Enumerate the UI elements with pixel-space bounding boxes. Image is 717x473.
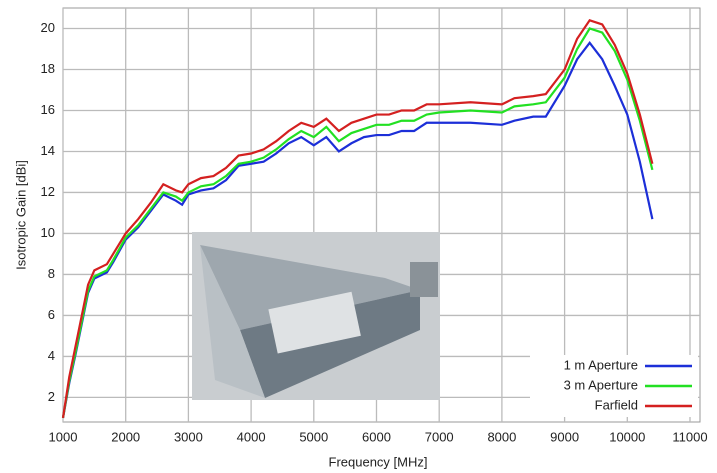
absorber xyxy=(268,291,361,354)
x-tick-label: 10000 xyxy=(609,429,645,444)
y-tick-label: 6 xyxy=(48,307,55,322)
legend-label: 3 m Aperture xyxy=(564,377,638,392)
y-tick-label: 8 xyxy=(48,266,55,281)
x-tick-label: 2000 xyxy=(111,429,140,444)
legend-label: 1 m Aperture xyxy=(564,357,638,372)
series-line xyxy=(61,41,654,419)
x-tick-label: 3000 xyxy=(174,429,203,444)
horn-side xyxy=(240,290,420,398)
horn-top xyxy=(200,245,420,330)
inset-photo xyxy=(192,232,440,400)
horn-front xyxy=(200,245,265,398)
x-tick-label: 4000 xyxy=(237,429,266,444)
x-tick-label: 1000 xyxy=(49,429,78,444)
series-line xyxy=(61,27,654,419)
y-axis-label: Isotropic Gain [dBi] xyxy=(13,160,28,270)
series-line xyxy=(61,18,654,419)
y-tick-label: 16 xyxy=(41,102,55,117)
legend-label: Farfield xyxy=(595,397,638,412)
x-tick-label: 11000 xyxy=(672,429,707,444)
x-tick-label: 9000 xyxy=(550,429,579,444)
x-tick-label: 8000 xyxy=(487,429,516,444)
y-tick-label: 18 xyxy=(41,61,55,76)
x-tick-label: 7000 xyxy=(425,429,454,444)
x-axis-label: Frequency [MHz] xyxy=(329,454,428,469)
y-tick-label: 20 xyxy=(41,20,55,35)
y-tick-label: 2 xyxy=(48,389,55,404)
y-tick-label: 14 xyxy=(41,143,55,158)
x-tick-label: 5000 xyxy=(299,429,328,444)
x-tick-label: 6000 xyxy=(362,429,391,444)
y-tick-label: 10 xyxy=(41,225,55,240)
connector xyxy=(410,262,438,297)
y-tick-label: 12 xyxy=(41,184,55,199)
y-tick-label: 4 xyxy=(48,348,55,363)
